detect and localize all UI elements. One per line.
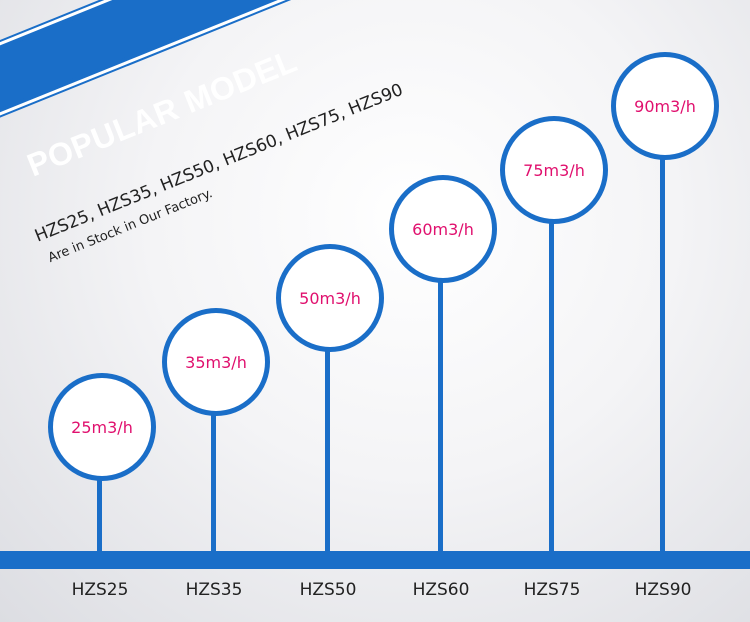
- ground-bar: [0, 551, 750, 569]
- stem-hzs60: [438, 270, 443, 551]
- capacity-label: 50m3/h: [299, 288, 361, 308]
- stem-hzs90: [660, 150, 665, 551]
- stem-hzs35: [211, 410, 216, 551]
- model-label-hzs90: HZS90: [634, 580, 692, 600]
- capacity-label: 75m3/h: [523, 160, 585, 180]
- capacity-circle-hzs35: 35m3/h: [162, 308, 270, 416]
- capacity-label: 60m3/h: [412, 219, 474, 239]
- model-label-hzs50: HZS50: [299, 580, 357, 600]
- capacity-circle-hzs50: 50m3/h: [276, 244, 384, 352]
- model-label-hzs25: HZS25: [71, 580, 129, 600]
- model-label-hzs75: HZS75: [523, 580, 581, 600]
- capacity-label: 90m3/h: [634, 96, 696, 116]
- stem-hzs50: [325, 335, 330, 551]
- capacity-circle-hzs60: 60m3/h: [389, 175, 497, 283]
- stem-hzs25: [97, 470, 102, 551]
- capacity-label: 25m3/h: [71, 417, 133, 437]
- capacity-circle-hzs75: 75m3/h: [500, 116, 608, 224]
- capacity-circle-hzs25: 25m3/h: [48, 373, 156, 481]
- model-label-hzs35: HZS35: [185, 580, 243, 600]
- capacity-circle-hzs90: 90m3/h: [611, 52, 719, 160]
- stem-hzs75: [549, 210, 554, 551]
- capacity-label: 35m3/h: [185, 352, 247, 372]
- model-label-hzs60: HZS60: [412, 580, 470, 600]
